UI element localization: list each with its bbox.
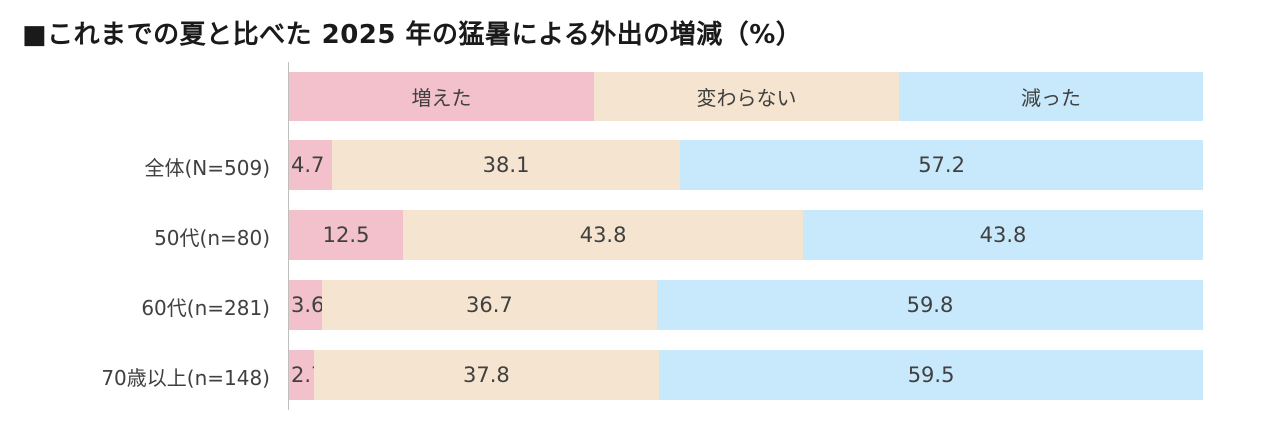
data-label: 37.8	[463, 363, 510, 387]
legend-item-unchanged: 変わらない	[594, 72, 899, 121]
category-label: 60代(n=281)	[141, 296, 270, 320]
bar-segment-increased: 2.7	[289, 350, 324, 400]
data-label: 4.7	[291, 153, 325, 177]
bar-segment-increased: 4.7	[289, 140, 332, 190]
data-label: 12.5	[322, 223, 370, 247]
bar-row: 4.7 38.1 57.2	[289, 140, 1203, 190]
chart-title: ■これまでの夏と比べた 2025 年の猛暑による外出の増減（%）	[22, 20, 803, 50]
bar-segment-unchanged: 36.7	[321, 280, 657, 330]
bar-segment-decreased: 59.5	[659, 350, 1203, 400]
bar-segment-unchanged: 37.8	[313, 350, 660, 400]
bar-segment-decreased: 43.8	[803, 210, 1203, 260]
legend: 増えた 変わらない 減った	[289, 72, 1203, 121]
data-label: 57.2	[918, 153, 965, 177]
bar-row: 12.5 43.8 43.8	[289, 210, 1203, 260]
bar-segment-unchanged: 43.8	[403, 210, 804, 260]
bar-row: 3.6 36.7 59.8	[289, 280, 1203, 330]
legend-item-decreased: 減った	[899, 72, 1203, 121]
category-axis-line	[288, 62, 289, 410]
bar-row: 2.7 37.8 59.5	[289, 350, 1203, 400]
data-label: 38.1	[482, 153, 530, 177]
category-label: 70歳以上(n=148)	[101, 366, 270, 390]
bar-segment-increased: 3.6	[289, 280, 325, 330]
data-label: 59.8	[906, 293, 954, 317]
category-label: 50代(n=80)	[154, 226, 270, 250]
bar-segment-unchanged: 38.1	[331, 140, 681, 190]
data-label: 43.8	[979, 223, 1027, 247]
bar-segment-decreased: 59.8	[656, 280, 1203, 330]
data-label: 36.7	[466, 293, 513, 317]
bar-segment-increased: 12.5	[289, 210, 404, 260]
data-label: 3.6	[291, 293, 325, 317]
category-label: 全体(N=509)	[144, 156, 271, 180]
data-label: 43.8	[579, 223, 627, 247]
data-label: 59.5	[907, 363, 955, 387]
bar-segment-decreased: 57.2	[680, 140, 1203, 190]
legend-item-increased: 増えた	[289, 72, 594, 121]
